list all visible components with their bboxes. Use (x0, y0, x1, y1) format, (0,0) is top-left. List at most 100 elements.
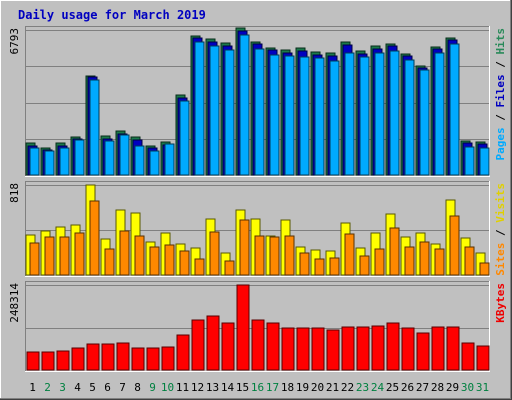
hits-bar-pages-day-30 (464, 146, 475, 176)
day-label-7: 7 (119, 381, 126, 394)
kbytes-legend-label: KBytes (494, 283, 507, 323)
visits-bar-sites-day-2 (44, 236, 55, 276)
visits-bar-sites-day-21 (329, 257, 340, 276)
kbytes-bar-kbytes-day-24 (371, 325, 385, 371)
kbytes-bar-kbytes-day-6 (101, 343, 115, 371)
kbytes-legend-part: KBytes (494, 283, 507, 323)
day-label-5: 5 (89, 381, 96, 394)
visits-panel: 818 Sites / Visits (8, 181, 507, 277)
chart-title: Daily usage for March 2019 (18, 8, 206, 22)
hits-bar-pages-day-20 (314, 57, 325, 176)
visits-bar-sites-day-26 (404, 246, 415, 276)
hits-legend-label: Pages / Files / Hits (494, 28, 507, 161)
hits-bar-pages-day-17 (269, 54, 280, 176)
day-label-17: 17 (266, 381, 279, 394)
hits-bar-pages-day-16 (254, 48, 265, 176)
hits-bar-pages-day-21 (329, 60, 340, 176)
day-label-9: 9 (149, 381, 156, 394)
day-label-26: 26 (401, 381, 414, 394)
day-label-14: 14 (221, 381, 235, 394)
kbytes-bar-kbytes-day-3 (56, 350, 70, 371)
day-label-13: 13 (206, 381, 219, 394)
day-label-10: 10 (161, 381, 174, 394)
hits-bar-pages-day-23 (359, 56, 370, 176)
kbytes-bar-kbytes-day-21 (326, 329, 340, 371)
kbytes-bar-kbytes-day-13 (206, 315, 220, 371)
visits-bar-sites-day-17 (269, 236, 280, 276)
visits-bar-sites-day-30 (464, 246, 475, 276)
day-label-6: 6 (104, 381, 111, 394)
kbytes-bar-kbytes-day-29 (446, 326, 460, 371)
hits-bar-pages-day-3 (59, 147, 70, 176)
day-label-8: 8 (134, 381, 141, 394)
hits-bar-pages-day-31 (479, 147, 490, 176)
hits-legend-part: / (494, 55, 507, 75)
visits-legend-part: / (494, 223, 507, 243)
visits-bar-sites-day-20 (314, 258, 325, 276)
visits-bar-sites-day-6 (104, 248, 115, 276)
visits-bar-sites-day-24 (374, 248, 385, 276)
day-label-4: 4 (74, 381, 81, 394)
day-label-20: 20 (311, 381, 324, 394)
day-label-18: 18 (281, 381, 294, 394)
kbytes-ytick-label: 248314 (8, 283, 21, 323)
hits-bar-pages-day-27 (419, 69, 430, 176)
kbytes-bar-kbytes-day-5 (86, 343, 100, 371)
day-label-2: 2 (44, 381, 51, 394)
visits-bar-sites-day-1 (29, 242, 40, 276)
kbytes-bar-kbytes-day-23 (356, 326, 370, 371)
visits-bar-sites-day-13 (209, 231, 220, 276)
kbytes-bar-kbytes-day-11 (176, 334, 190, 371)
kbytes-bar-kbytes-day-17 (266, 322, 280, 371)
kbytes-bar-kbytes-day-31 (476, 345, 490, 371)
day-label-1: 1 (29, 381, 36, 394)
day-label-19: 19 (296, 381, 309, 394)
hits-bar-pages-day-26 (404, 59, 415, 176)
day-label-16: 16 (251, 381, 264, 394)
visits-legend-part: Visits (494, 183, 507, 223)
day-label-25: 25 (386, 381, 399, 394)
visits-bar-sites-day-31 (479, 262, 490, 276)
hits-bar-pages-day-14 (224, 49, 235, 176)
hits-bar-pages-day-15 (239, 34, 250, 176)
kbytes-bar-kbytes-day-15 (236, 284, 250, 371)
hits-bar-pages-day-4 (74, 139, 85, 176)
day-label-31: 31 (476, 381, 489, 394)
hits-bar-pages-day-10 (164, 143, 175, 176)
hits-bar-pages-day-25 (389, 50, 400, 176)
day-label-3: 3 (59, 381, 66, 394)
hits-bar-pages-day-19 (299, 56, 310, 176)
hits-bar-pages-day-2 (44, 150, 55, 176)
day-label-11: 11 (176, 381, 189, 394)
visits-bar-sites-day-22 (344, 233, 355, 276)
kbytes-bar-kbytes-day-4 (71, 347, 85, 371)
kbytes-bar-kbytes-day-8 (131, 347, 145, 371)
kbytes-bar-kbytes-day-28 (431, 326, 445, 371)
hits-bar-pages-day-11 (179, 100, 190, 176)
kbytes-bar-kbytes-day-16 (251, 319, 265, 371)
visits-bar-sites-day-25 (389, 227, 400, 276)
hits-legend-part: / (494, 108, 507, 128)
visits-bar-sites-day-4 (74, 232, 85, 276)
visits-bar-sites-day-5 (89, 200, 100, 276)
visits-bar-sites-day-28 (434, 248, 445, 276)
day-label-30: 30 (461, 381, 474, 394)
hits-panel: 6793 Pages / Files / Hits (8, 26, 507, 177)
kbytes-bar-kbytes-day-1 (26, 351, 40, 371)
hits-bar-pages-day-13 (209, 45, 220, 176)
visits-bar-sites-day-9 (149, 246, 160, 276)
hits-legend-part: Files (494, 74, 507, 107)
day-label-27: 27 (416, 381, 429, 394)
hits-bar-pages-day-7 (119, 134, 130, 176)
day-label-28: 28 (431, 381, 444, 394)
hits-bar-pages-day-5 (89, 79, 100, 176)
day-label-22: 22 (341, 381, 354, 394)
hits-bar-pages-day-24 (374, 52, 385, 176)
kbytes-bar-kbytes-day-18 (281, 327, 295, 371)
hits-bar-pages-day-9 (149, 150, 160, 176)
kbytes-bar-kbytes-day-9 (146, 347, 160, 371)
kbytes-bar-kbytes-day-26 (401, 327, 415, 371)
day-label-12: 12 (191, 381, 204, 394)
kbytes-bar-kbytes-day-25 (386, 322, 400, 371)
